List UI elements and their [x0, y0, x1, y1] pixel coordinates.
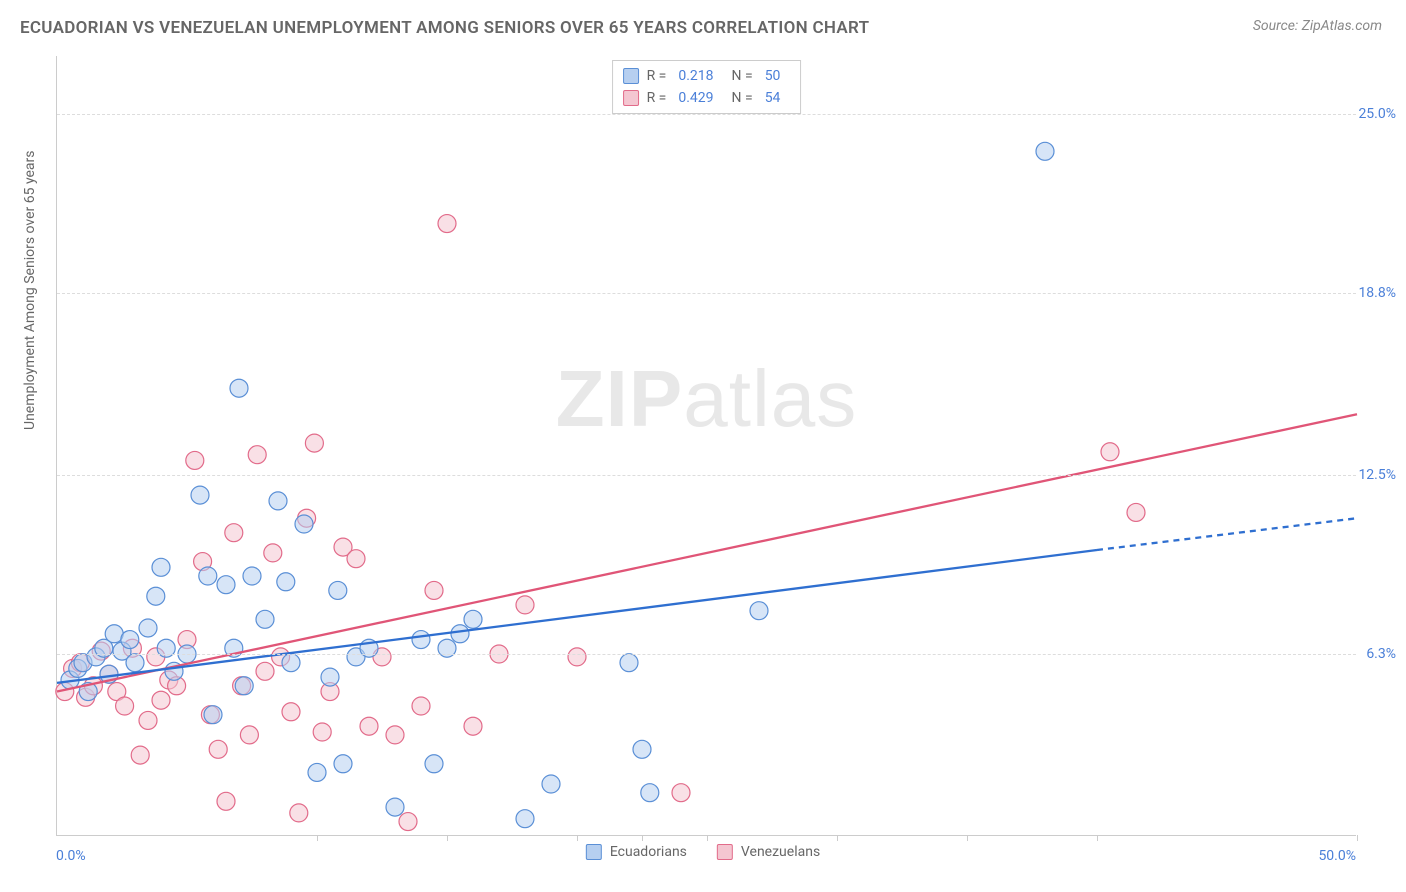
swatch-venezuelans — [623, 90, 639, 106]
x-tick — [707, 835, 708, 841]
data-point — [282, 703, 300, 721]
trend-line — [1097, 518, 1357, 550]
data-point — [147, 587, 165, 605]
y-tick-label: 18.8% — [1358, 285, 1396, 301]
x-tick — [1097, 835, 1098, 841]
data-point — [1127, 503, 1145, 521]
data-point — [399, 813, 417, 831]
legend-item-venezuelans: Venezuelans — [717, 844, 820, 860]
data-point — [641, 784, 659, 802]
chart-svg — [57, 56, 1356, 835]
data-point — [116, 697, 134, 715]
data-point — [347, 550, 365, 568]
y-axis-label: Unemployment Among Seniors over 65 years — [22, 151, 38, 431]
data-point — [217, 576, 235, 594]
data-point — [750, 602, 768, 620]
data-point — [308, 763, 326, 781]
legend-stats: R = 0.218 N = 50 R = 0.429 N = 54 — [612, 60, 802, 114]
y-tick-label: 12.5% — [1358, 467, 1396, 483]
y-tick-label: 25.0% — [1358, 106, 1396, 122]
source-attribution: Source: ZipAtlas.com — [1253, 18, 1382, 34]
legend-label-ecuadorians: Ecuadorians — [610, 844, 687, 860]
data-point — [633, 740, 651, 758]
data-point — [121, 631, 139, 649]
data-point — [248, 446, 266, 464]
data-point — [464, 717, 482, 735]
data-point — [230, 379, 248, 397]
data-point — [243, 567, 261, 585]
data-point — [451, 625, 469, 643]
legend-label-venezuelans: Venezuelans — [741, 844, 820, 860]
data-point — [425, 755, 443, 773]
data-point — [412, 631, 430, 649]
data-point — [412, 697, 430, 715]
data-point — [1101, 443, 1119, 461]
data-point — [199, 567, 217, 585]
plot-area: ZIPatlas R = 0.218 N = 50 R = 0.429 N = … — [56, 56, 1356, 836]
legend-row-ecuadorians: R = 0.218 N = 50 — [623, 65, 791, 87]
data-point — [672, 784, 690, 802]
grid-line — [57, 475, 1356, 476]
x-tick — [967, 835, 968, 841]
swatch-ecuadorians-icon — [586, 844, 602, 860]
grid-line — [57, 293, 1356, 294]
x-axis-min-label: 0.0% — [56, 848, 86, 864]
legend-row-venezuelans: R = 0.429 N = 54 — [623, 87, 791, 109]
data-point — [277, 573, 295, 591]
data-point — [264, 544, 282, 562]
data-point — [321, 668, 339, 686]
x-tick — [577, 835, 578, 841]
x-tick — [1357, 835, 1358, 841]
data-point — [568, 648, 586, 666]
data-point — [290, 804, 308, 822]
data-point — [131, 746, 149, 764]
data-point — [334, 755, 352, 773]
grid-line — [57, 114, 1356, 115]
data-point — [425, 581, 443, 599]
data-point — [269, 492, 287, 510]
data-point — [191, 486, 209, 504]
data-point — [217, 792, 235, 810]
data-point — [240, 726, 258, 744]
swatch-ecuadorians — [623, 68, 639, 84]
data-point — [209, 740, 227, 758]
data-point — [235, 677, 253, 695]
data-point — [152, 691, 170, 709]
data-point — [386, 726, 404, 744]
data-point — [386, 798, 404, 816]
data-point — [186, 451, 204, 469]
data-point — [282, 654, 300, 672]
data-point — [313, 723, 331, 741]
x-tick — [642, 835, 643, 841]
data-point — [360, 717, 378, 735]
data-point — [152, 558, 170, 576]
legend-item-ecuadorians: Ecuadorians — [586, 844, 687, 860]
grid-line — [57, 654, 1356, 655]
x-axis-max-label: 50.0% — [1318, 848, 1356, 864]
data-point — [256, 610, 274, 628]
data-point — [1036, 142, 1054, 160]
data-point — [542, 775, 560, 793]
data-point — [516, 596, 534, 614]
x-tick — [837, 835, 838, 841]
data-point — [438, 215, 456, 233]
data-point — [464, 610, 482, 628]
data-point — [256, 662, 274, 680]
chart-title: ECUADORIAN VS VENEZUELAN UNEMPLOYMENT AM… — [20, 18, 869, 38]
data-point — [204, 706, 222, 724]
data-point — [126, 654, 144, 672]
data-point — [295, 515, 313, 533]
data-point — [139, 619, 157, 637]
data-point — [305, 434, 323, 452]
data-point — [620, 654, 638, 672]
legend-series: Ecuadorians Venezuelans — [586, 844, 820, 860]
data-point — [139, 711, 157, 729]
data-point — [329, 581, 347, 599]
data-point — [516, 810, 534, 828]
y-tick-label: 6.3% — [1366, 646, 1396, 662]
data-point — [225, 524, 243, 542]
swatch-venezuelans-icon — [717, 844, 733, 860]
x-tick — [317, 835, 318, 841]
x-tick — [447, 835, 448, 841]
